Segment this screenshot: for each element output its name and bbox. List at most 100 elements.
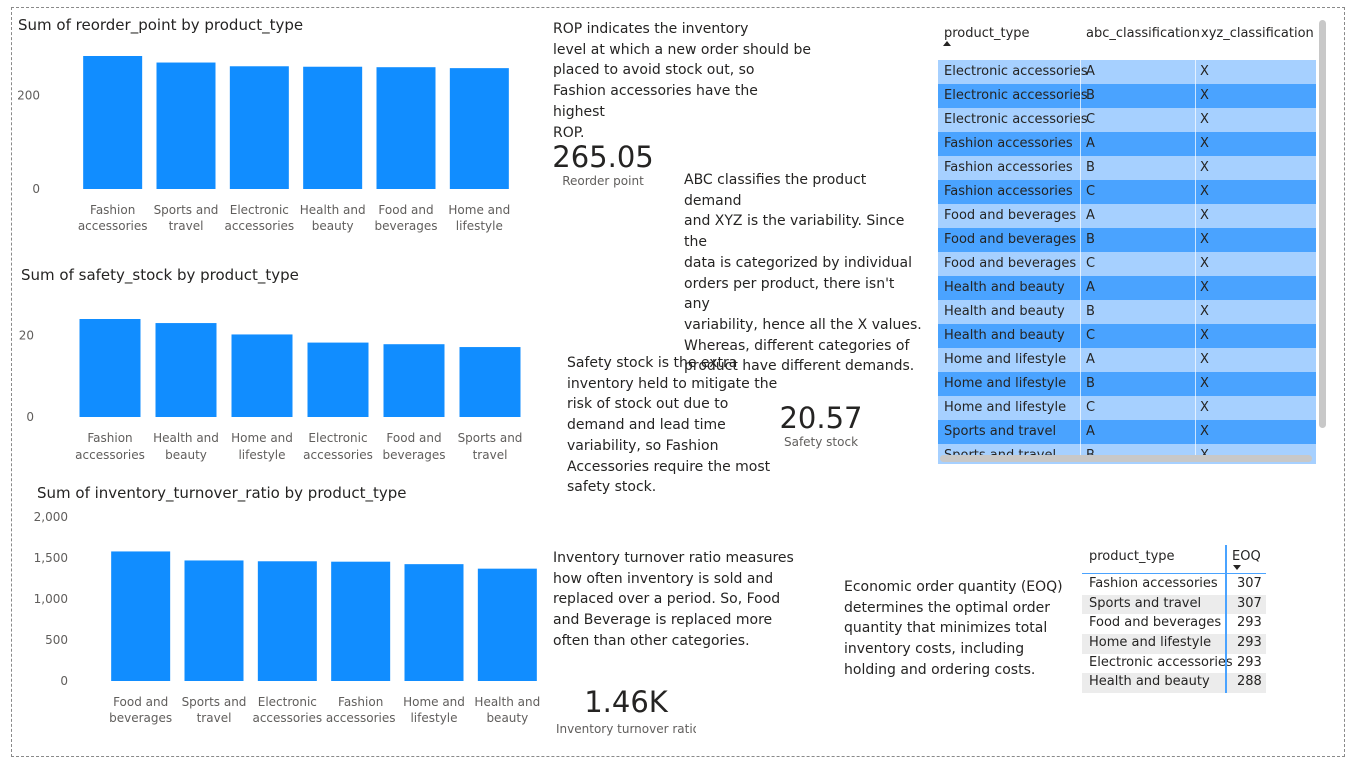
safety-stock-card[interactable]: 20.57 Safety stock <box>766 401 876 449</box>
table-row[interactable]: Health and beauty C X <box>938 324 1316 348</box>
bar[interactable] <box>184 560 244 681</box>
table-row[interactable]: Home and lifestyle A X <box>938 348 1316 372</box>
table-row[interactable]: Electronic accessories 293 <box>1082 654 1266 674</box>
table-row[interactable]: Fashion accessories 307 <box>1082 575 1266 595</box>
table-row[interactable]: Electronic accessories C X <box>938 108 1316 132</box>
column-header-xyz[interactable]: xyz_classification <box>1201 26 1314 41</box>
x-tick-label: Health and <box>474 695 540 709</box>
table-cell: 293 <box>1237 654 1262 670</box>
bar[interactable] <box>376 67 436 189</box>
table-cell: Health and beauty <box>944 280 1065 295</box>
table-row[interactable]: Electronic accessories A X <box>938 60 1316 84</box>
bar[interactable] <box>307 342 369 417</box>
table-cell: X <box>1200 328 1209 343</box>
bar[interactable] <box>449 68 509 189</box>
reorder-point-card[interactable]: 265.05 Reorder point <box>548 140 658 188</box>
table-row[interactable]: Fashion accessories C X <box>938 180 1316 204</box>
table-row[interactable]: Health and beauty B X <box>938 300 1316 324</box>
table-row[interactable]: Home and lifestyle B X <box>938 372 1316 396</box>
turnover-note: Inventory turnover ratio measures how oft… <box>553 550 794 649</box>
bar[interactable] <box>111 551 171 681</box>
classification-table[interactable]: product_type abc_classification xyz_clas… <box>938 18 1330 464</box>
bar[interactable] <box>156 62 216 189</box>
bar[interactable] <box>331 561 391 681</box>
x-tick-label: Fashion <box>338 695 383 709</box>
table-cell: X <box>1200 64 1209 79</box>
table-body: Fashion accessories 307 Sports and travel 3… <box>1082 575 1266 694</box>
table-cell: Sports and travel <box>944 424 1057 439</box>
table-body: Electronic accessories A X Electronic acces… <box>938 60 1316 464</box>
table-cell: A <box>1086 208 1095 223</box>
eoq-note: Economic order quantity (EOQ) determines … <box>844 579 1063 678</box>
table-cell: A <box>1086 64 1095 79</box>
report-canvas <box>11 7 1345 757</box>
bar[interactable] <box>404 564 464 681</box>
x-tick-label: Sports and <box>458 431 523 445</box>
bar[interactable] <box>477 568 537 681</box>
x-tick-label: beverages <box>382 448 445 462</box>
table-row[interactable]: Sports and travel A X <box>938 420 1316 444</box>
column-header-eoq[interactable]: EOQ <box>1232 549 1261 564</box>
bar[interactable] <box>79 319 141 417</box>
x-tick-label: Home and <box>231 431 293 445</box>
sort-ascending-icon[interactable] <box>943 41 951 46</box>
table-row[interactable]: Home and lifestyle 293 <box>1082 634 1266 654</box>
table-row[interactable]: Health and beauty 288 <box>1082 673 1266 694</box>
table-cell: Health and beauty <box>944 328 1065 343</box>
table-cell: Home and lifestyle <box>944 352 1067 367</box>
turnover-card[interactable]: 1.46K Inventory turnover ratio <box>556 685 696 740</box>
table-row[interactable]: Sports and travel 307 <box>1082 594 1266 615</box>
column-header-product-type[interactable]: product_type <box>944 26 1030 41</box>
table-cell: Health and beauty <box>944 304 1065 319</box>
table-row[interactable]: Food and beverages C X <box>938 252 1316 276</box>
x-tick-label: Health and <box>300 203 366 217</box>
table-cell: 293 <box>1237 635 1262 651</box>
bar[interactable] <box>155 323 217 417</box>
table-header: product_type abc_classification xyz_clas… <box>938 18 1318 58</box>
x-tick-label: Sports and <box>182 695 247 709</box>
sort-descending-icon[interactable] <box>1233 565 1241 570</box>
table-row[interactable]: Electronic accessories B X <box>938 84 1316 108</box>
table-row[interactable]: Home and lifestyle C X <box>938 396 1316 420</box>
reorder-chart-title: Sum of reorder_point by product_type <box>18 16 304 34</box>
x-tick-label: Fashion <box>87 431 132 445</box>
table-cell: Home and lifestyle <box>944 376 1067 391</box>
table-row[interactable]: Fashion accessories A X <box>938 132 1316 156</box>
table-cell: X <box>1200 376 1209 391</box>
y-tick-label: 1,500 <box>34 551 68 565</box>
table-cell: A <box>1086 424 1095 439</box>
table-cell: Health and beauty <box>1089 674 1210 690</box>
table-cell: Fashion accessories <box>944 136 1073 151</box>
bar[interactable] <box>459 347 521 417</box>
y-tick-label: 2,000 <box>34 510 68 524</box>
x-tick-label: Home and <box>403 695 465 709</box>
column-header-product-type[interactable]: product_type <box>1089 549 1175 564</box>
table-cell: Food and beverages <box>1089 615 1222 631</box>
table-cell: X <box>1200 352 1209 367</box>
table-cell: C <box>1086 184 1096 199</box>
x-tick-label: accessories <box>326 711 396 725</box>
table-row[interactable]: Food and beverages B X <box>938 228 1316 252</box>
kpi-value: 265.05 <box>552 140 654 174</box>
rop-note: ROP indicates the inventory level at whic… <box>553 21 812 141</box>
bar[interactable] <box>83 56 143 189</box>
table-row[interactable]: Food and beverages A X <box>938 204 1316 228</box>
table-row[interactable]: Food and beverages 293 <box>1082 614 1266 634</box>
bar[interactable] <box>303 66 363 189</box>
vertical-scrollbar[interactable] <box>1319 20 1326 428</box>
reorder-point-chart[interactable]: 0 200 Fashion accessories Sports and travel El… <box>14 40 534 240</box>
y-tick-label: 0 <box>32 182 40 196</box>
safety-stock-chart[interactable]: 0 20 Fashion accessories Health and beauty Hom… <box>14 300 534 470</box>
horizontal-scrollbar[interactable] <box>940 455 1312 462</box>
bar[interactable] <box>383 344 445 417</box>
bar[interactable] <box>257 561 317 681</box>
inventory-turnover-chart[interactable]: 0 500 1,000 1,500 2,000 Food and beverages Spor… <box>14 505 554 735</box>
column-header-abc[interactable]: abc_classification <box>1086 26 1200 41</box>
table-row[interactable]: Fashion accessories B X <box>938 156 1316 180</box>
table-cell: X <box>1200 208 1209 223</box>
x-tick-label: Food and <box>113 695 168 709</box>
column-divider <box>1195 60 1196 460</box>
table-row[interactable]: Health and beauty A X <box>938 276 1316 300</box>
bar[interactable] <box>231 334 293 417</box>
bar[interactable] <box>229 66 289 189</box>
